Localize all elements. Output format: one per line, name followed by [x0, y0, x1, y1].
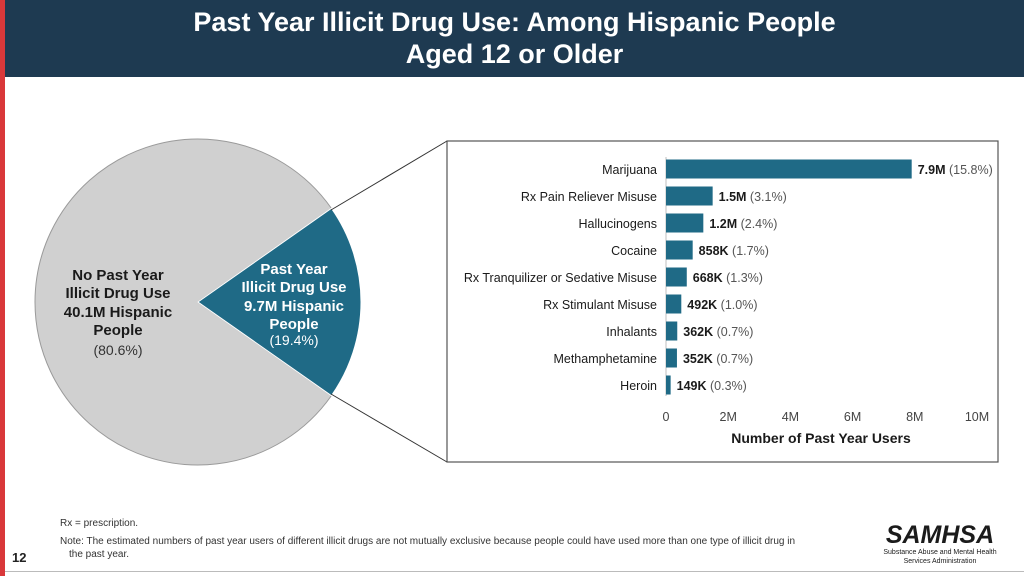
samhsa-logo-mark: SAMHSA — [885, 521, 995, 549]
pie-label-past-year-line: Illicit Drug Use — [241, 279, 346, 296]
bar — [666, 159, 912, 179]
bar-value-label: 858K (1.7%) — [699, 244, 769, 258]
bar-value-label: 668K (1.3%) — [693, 271, 763, 285]
bar-x-axis-title: Number of Past Year Users — [731, 430, 911, 446]
bar — [666, 321, 678, 341]
bar-category-label: Hallucinogens — [578, 217, 657, 231]
bar — [666, 186, 713, 206]
pie-label-no-use-line: (80.6%) — [93, 342, 142, 358]
bar-value-label: 352K (0.7%) — [683, 352, 753, 366]
pie-label-past-year-line: People — [269, 316, 318, 333]
bar-x-tick-label: 4M — [782, 410, 799, 424]
bar — [666, 240, 693, 260]
header-banner: Past Year Illicit Drug Use: Among Hispan… — [5, 0, 1024, 77]
bar-x-tick-label: 8M — [906, 410, 923, 424]
pie-to-bar-connectors — [330, 140, 448, 463]
note-footnote: Note: The estimated numbers of past year… — [60, 535, 860, 561]
bar — [666, 213, 704, 233]
samhsa-logo-subtitle-2: Services Administration — [903, 558, 977, 565]
page-title-line-1: Past Year Illicit Drug Use: Among Hispan… — [193, 7, 836, 37]
pie-label-past-year-line: 9.7M Hispanic — [244, 298, 344, 315]
pie-label-no-use-line: 40.1M Hispanic — [64, 304, 172, 321]
note-line-1: Note: The estimated numbers of past year… — [60, 536, 796, 547]
pie-label-past-year-line: Past Year — [260, 261, 327, 278]
bar-value-label: 149K (0.3%) — [677, 379, 747, 393]
bar-category-label: Inhalants — [606, 325, 657, 339]
bar-value-label: 362K (0.7%) — [683, 325, 753, 339]
bar-category-label: Cocaine — [611, 244, 657, 258]
pie-label-no-use-line: People — [93, 322, 142, 339]
bar-value-label: 1.5M (3.1%) — [719, 190, 787, 204]
samhsa-logo: SAMHSA Substance Abuse and Mental Health… — [880, 522, 1000, 566]
pie-label-no-use-line: No Past Year — [72, 267, 164, 284]
bar-x-tick-label: 6M — [844, 410, 861, 424]
bar — [666, 375, 671, 395]
pie-slice-no-use — [34, 138, 333, 466]
bar-x-tick-label: 0 — [663, 410, 670, 424]
bar-x-tick-label: 2M — [720, 410, 737, 424]
pie-label-past-year-line: (19.4%) — [269, 332, 318, 348]
bar — [666, 294, 682, 314]
bar-value-label: 1.2M (2.4%) — [709, 217, 777, 231]
note-line-2: the past year. — [69, 549, 130, 560]
slide-number: 12 — [12, 550, 27, 565]
bar-x-tick-label: 10M — [965, 410, 989, 424]
pie-slice-past-year-use — [197, 207, 362, 397]
bar — [666, 267, 687, 287]
samhsa-logo-subtitle-1: Substance Abuse and Mental Health — [883, 549, 997, 556]
bar-category-label: Rx Stimulant Misuse — [543, 298, 657, 312]
bar-category-label: Marijuana — [602, 163, 657, 177]
bar-category-label: Rx Pain Reliever Misuse — [521, 190, 657, 204]
page-title-line-2: Aged 12 or Older — [405, 39, 624, 69]
bar-category-label: Heroin — [620, 379, 657, 393]
connector-line-bottom — [330, 393, 448, 463]
bar-category-label: Methamphetamine — [553, 352, 657, 366]
left-accent-bar — [0, 0, 5, 576]
bar — [666, 348, 677, 368]
bottom-divider — [5, 571, 1024, 572]
bar-chart-frame — [446, 140, 999, 463]
rx-footnote: Rx = prescription. — [60, 518, 139, 529]
bar-chart: Marijuana 7.9M (15.8%) Rx Pain Reliever Mi… — [446, 140, 999, 463]
connector-line-top — [330, 140, 448, 211]
bar-category-label: Rx Tranquilizer or Sedative Misuse — [464, 271, 657, 285]
page-title: Past Year Illicit Drug Use: Among Hispan… — [5, 6, 1024, 70]
pie-label-no-use-line: Illicit Drug Use — [65, 285, 170, 302]
bar-value-label: 7.9M (15.8%) — [918, 163, 993, 177]
bar-value-label: 492K (1.0%) — [687, 298, 757, 312]
